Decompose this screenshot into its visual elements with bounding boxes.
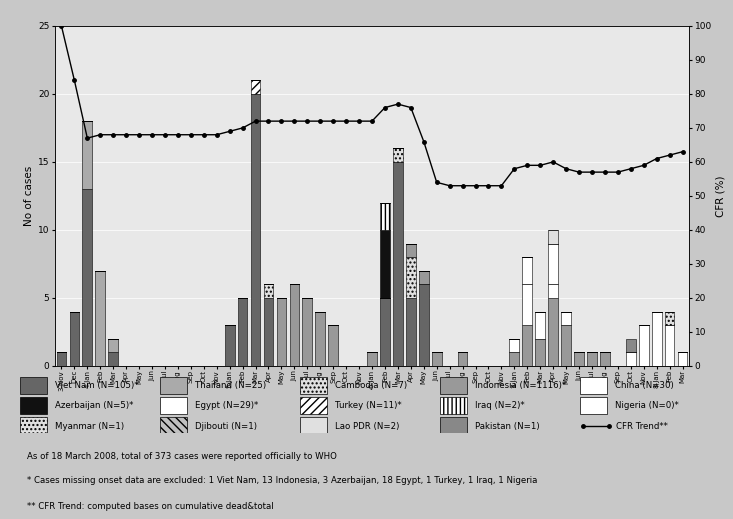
Bar bbox=[301, 377, 327, 394]
Bar bbox=[548, 298, 558, 366]
Text: Djibouti (N=1): Djibouti (N=1) bbox=[195, 421, 257, 431]
Bar bbox=[161, 397, 187, 414]
Bar bbox=[574, 352, 584, 366]
Text: Azerbaijan (N=5)*: Azerbaijan (N=5)* bbox=[55, 401, 133, 411]
Bar bbox=[535, 339, 545, 366]
Text: Cambodja (N=7): Cambodja (N=7) bbox=[335, 381, 407, 390]
Bar bbox=[441, 397, 467, 414]
Bar bbox=[523, 284, 532, 325]
Bar bbox=[21, 417, 47, 434]
Bar bbox=[328, 325, 338, 366]
Bar bbox=[303, 298, 312, 366]
Text: Nigeria (N=0)*: Nigeria (N=0)* bbox=[615, 401, 679, 411]
Text: Viet Nam (N=105)*: Viet Nam (N=105)* bbox=[55, 381, 139, 390]
Text: Egypt (N=29)*: Egypt (N=29)* bbox=[195, 401, 258, 411]
Text: ** CFR Trend: computed bases on cumulative dead&total: ** CFR Trend: computed bases on cumulati… bbox=[26, 502, 273, 511]
Bar bbox=[639, 325, 649, 366]
Bar bbox=[652, 311, 661, 366]
Bar bbox=[432, 352, 441, 366]
Bar bbox=[523, 257, 532, 284]
Bar bbox=[509, 352, 519, 366]
Bar bbox=[393, 162, 402, 366]
Bar bbox=[225, 325, 235, 366]
Text: * Cases missing onset data are excluded: 1 Viet Nam, 13 Indonesia, 3 Azerbaijan,: * Cases missing onset data are excluded:… bbox=[26, 476, 537, 485]
Bar bbox=[56, 352, 66, 366]
Text: Thailand (N=25): Thailand (N=25) bbox=[195, 381, 266, 390]
Text: China (N=30): China (N=30) bbox=[615, 381, 674, 390]
Bar bbox=[108, 352, 118, 366]
Bar bbox=[548, 243, 558, 284]
Text: As of 18 March 2008, total of 373 cases were reported officially to WHO: As of 18 March 2008, total of 373 cases … bbox=[26, 452, 336, 461]
Bar bbox=[367, 352, 377, 366]
Bar bbox=[251, 94, 260, 366]
Bar bbox=[264, 284, 273, 298]
Bar bbox=[523, 325, 532, 366]
Bar bbox=[406, 257, 416, 298]
Bar bbox=[21, 397, 47, 414]
Bar bbox=[441, 417, 467, 434]
Bar bbox=[561, 311, 571, 325]
Bar bbox=[406, 243, 416, 257]
Y-axis label: CFR (%): CFR (%) bbox=[716, 175, 726, 216]
Text: Iraq (N=2)*: Iraq (N=2)* bbox=[475, 401, 524, 411]
Text: Turkey (N=11)*: Turkey (N=11)* bbox=[335, 401, 402, 411]
Text: Lao PDR (N=2): Lao PDR (N=2) bbox=[335, 421, 399, 431]
Bar bbox=[457, 352, 468, 366]
Bar bbox=[251, 80, 260, 94]
Bar bbox=[665, 325, 674, 366]
Bar bbox=[301, 417, 327, 434]
Bar bbox=[301, 397, 327, 414]
Text: CFR Trend**: CFR Trend** bbox=[616, 421, 668, 431]
Bar bbox=[380, 230, 390, 298]
Bar bbox=[548, 230, 558, 243]
Bar bbox=[95, 271, 105, 366]
Bar bbox=[419, 284, 429, 366]
Bar bbox=[581, 377, 607, 394]
Bar bbox=[600, 352, 610, 366]
Bar bbox=[587, 352, 597, 366]
Bar bbox=[290, 284, 299, 366]
Bar bbox=[315, 311, 325, 366]
Bar bbox=[441, 377, 467, 394]
Bar bbox=[276, 298, 287, 366]
Text: Myanmar (N=1): Myanmar (N=1) bbox=[55, 421, 124, 431]
Bar bbox=[393, 148, 402, 162]
Bar bbox=[561, 325, 571, 366]
Bar bbox=[419, 271, 429, 284]
Bar bbox=[237, 298, 248, 366]
Bar bbox=[548, 284, 558, 298]
Bar bbox=[83, 121, 92, 189]
Bar bbox=[380, 203, 390, 230]
Bar bbox=[161, 417, 187, 434]
Y-axis label: No of cases: No of cases bbox=[23, 166, 34, 226]
Text: Indonesia (N=1116)*: Indonesia (N=1116)* bbox=[475, 381, 566, 390]
Bar bbox=[380, 298, 390, 366]
Bar bbox=[581, 397, 607, 414]
Bar bbox=[535, 311, 545, 339]
Bar bbox=[108, 339, 118, 352]
Bar bbox=[264, 298, 273, 366]
Bar bbox=[509, 339, 519, 352]
Bar bbox=[83, 189, 92, 366]
Bar bbox=[678, 352, 688, 366]
Bar bbox=[665, 311, 674, 325]
Text: Pakistan (N=1): Pakistan (N=1) bbox=[475, 421, 539, 431]
Bar bbox=[161, 377, 187, 394]
Bar bbox=[626, 339, 636, 352]
Bar bbox=[70, 311, 79, 366]
Bar bbox=[21, 377, 47, 394]
Bar bbox=[406, 298, 416, 366]
Bar bbox=[626, 352, 636, 366]
